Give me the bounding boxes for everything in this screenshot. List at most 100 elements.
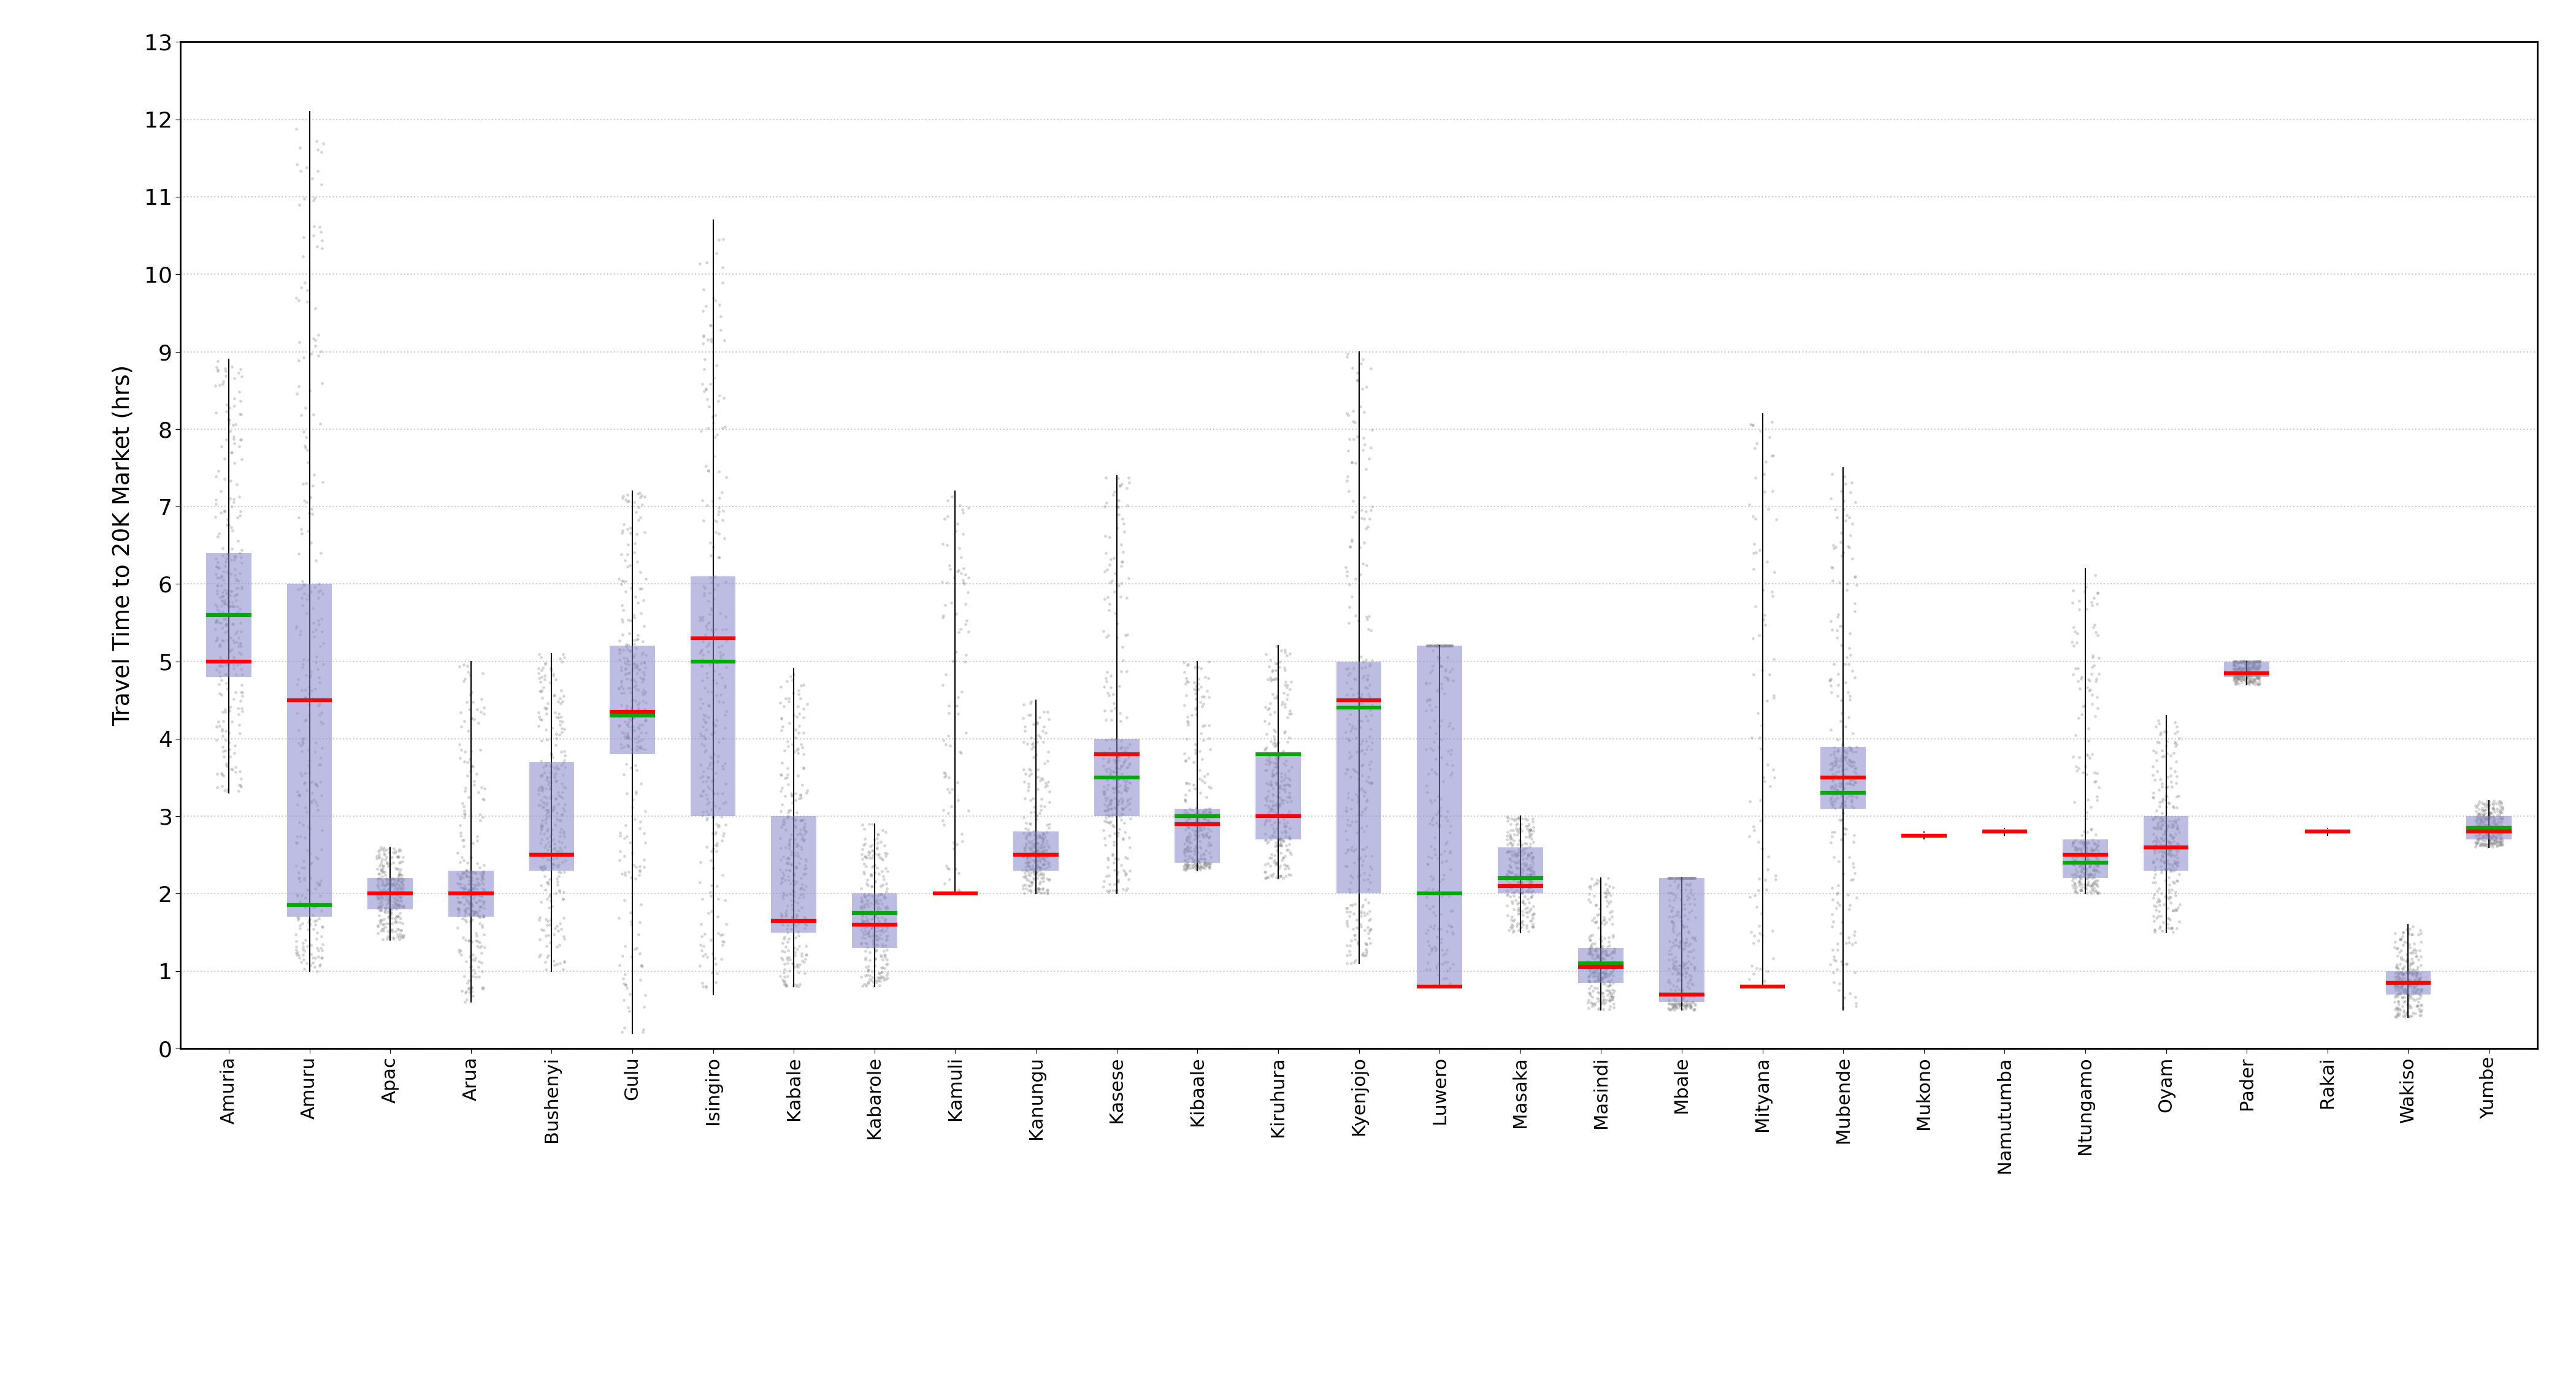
Point [1731, 976, 1772, 998]
Point [363, 836, 404, 858]
Point [603, 682, 644, 705]
Point [291, 679, 332, 702]
Point [1752, 976, 1793, 998]
Point [1664, 893, 1705, 916]
Point [2138, 900, 2179, 923]
Point [613, 706, 654, 728]
Point [605, 663, 647, 685]
Point [1667, 872, 1708, 895]
Point [1020, 882, 1061, 905]
Point [2460, 808, 2501, 830]
Point [2213, 654, 2254, 677]
Point [1417, 646, 1458, 668]
Point [1911, 825, 1953, 847]
Point [927, 882, 969, 905]
Point [361, 909, 402, 931]
Point [2391, 972, 2432, 994]
Point [1342, 893, 1383, 916]
Point [456, 930, 497, 952]
Point [1012, 842, 1054, 864]
Point [1499, 892, 1540, 914]
Point [2228, 665, 2269, 688]
Point [1814, 783, 1855, 805]
Point [1749, 976, 1790, 998]
Point [685, 377, 726, 400]
Point [1656, 924, 1698, 946]
Point [1175, 809, 1216, 832]
Point [2378, 1002, 2419, 1025]
Point [456, 874, 497, 896]
Point [368, 889, 410, 911]
Point [299, 907, 340, 930]
Point [1991, 821, 2032, 843]
Point [1656, 963, 1698, 986]
Point [374, 896, 415, 918]
Point [925, 882, 966, 905]
Point [1584, 882, 1625, 905]
Point [696, 709, 737, 731]
Point [1744, 976, 1785, 998]
Point [1167, 856, 1208, 878]
Point [781, 945, 822, 967]
Point [453, 884, 495, 906]
Point [1167, 837, 1208, 860]
Point [371, 875, 412, 898]
Point [538, 647, 580, 670]
Point [448, 892, 489, 914]
Point [930, 734, 971, 756]
Point [1347, 738, 1388, 761]
Point [1814, 769, 1855, 791]
Point [2146, 913, 2187, 935]
Point [376, 905, 417, 927]
Point [2401, 980, 2442, 1002]
Point [611, 716, 652, 738]
Point [786, 821, 827, 843]
Point [1175, 678, 1216, 700]
Point [1499, 871, 1540, 893]
Point [1180, 836, 1221, 858]
Point [206, 663, 247, 685]
Point [608, 654, 649, 677]
Point [2473, 797, 2514, 819]
Point [922, 533, 963, 555]
Point [361, 920, 402, 942]
Point [1662, 979, 1703, 1001]
Point [762, 913, 804, 935]
Point [281, 586, 322, 608]
Point [2146, 805, 2187, 828]
Point [842, 914, 884, 937]
Point [1674, 867, 1716, 889]
Point [1182, 804, 1224, 826]
Point [1662, 988, 1703, 1011]
Point [1821, 828, 1862, 850]
Point [693, 781, 734, 804]
Point [2468, 794, 2509, 816]
Point [1486, 828, 1528, 850]
Point [1012, 854, 1054, 877]
Point [453, 900, 495, 923]
Point [693, 405, 734, 428]
Point [1347, 664, 1388, 686]
Point [765, 766, 806, 788]
Point [2383, 1000, 2424, 1022]
Point [1015, 833, 1056, 856]
Point [683, 972, 724, 994]
Point [1659, 991, 1700, 1014]
Point [760, 763, 801, 786]
Point [616, 663, 657, 685]
Point [1406, 930, 1448, 952]
Point [2476, 821, 2517, 843]
Point [1018, 864, 1059, 886]
Point [1409, 688, 1450, 710]
Point [1672, 927, 1713, 949]
Point [1749, 774, 1790, 797]
Point [1190, 811, 1231, 833]
Point [1020, 770, 1061, 793]
Point [1188, 822, 1229, 844]
Point [520, 857, 562, 879]
Point [2476, 829, 2517, 851]
Point [379, 881, 420, 903]
Point [289, 487, 330, 509]
Point [2476, 835, 2517, 857]
Point [623, 699, 665, 721]
